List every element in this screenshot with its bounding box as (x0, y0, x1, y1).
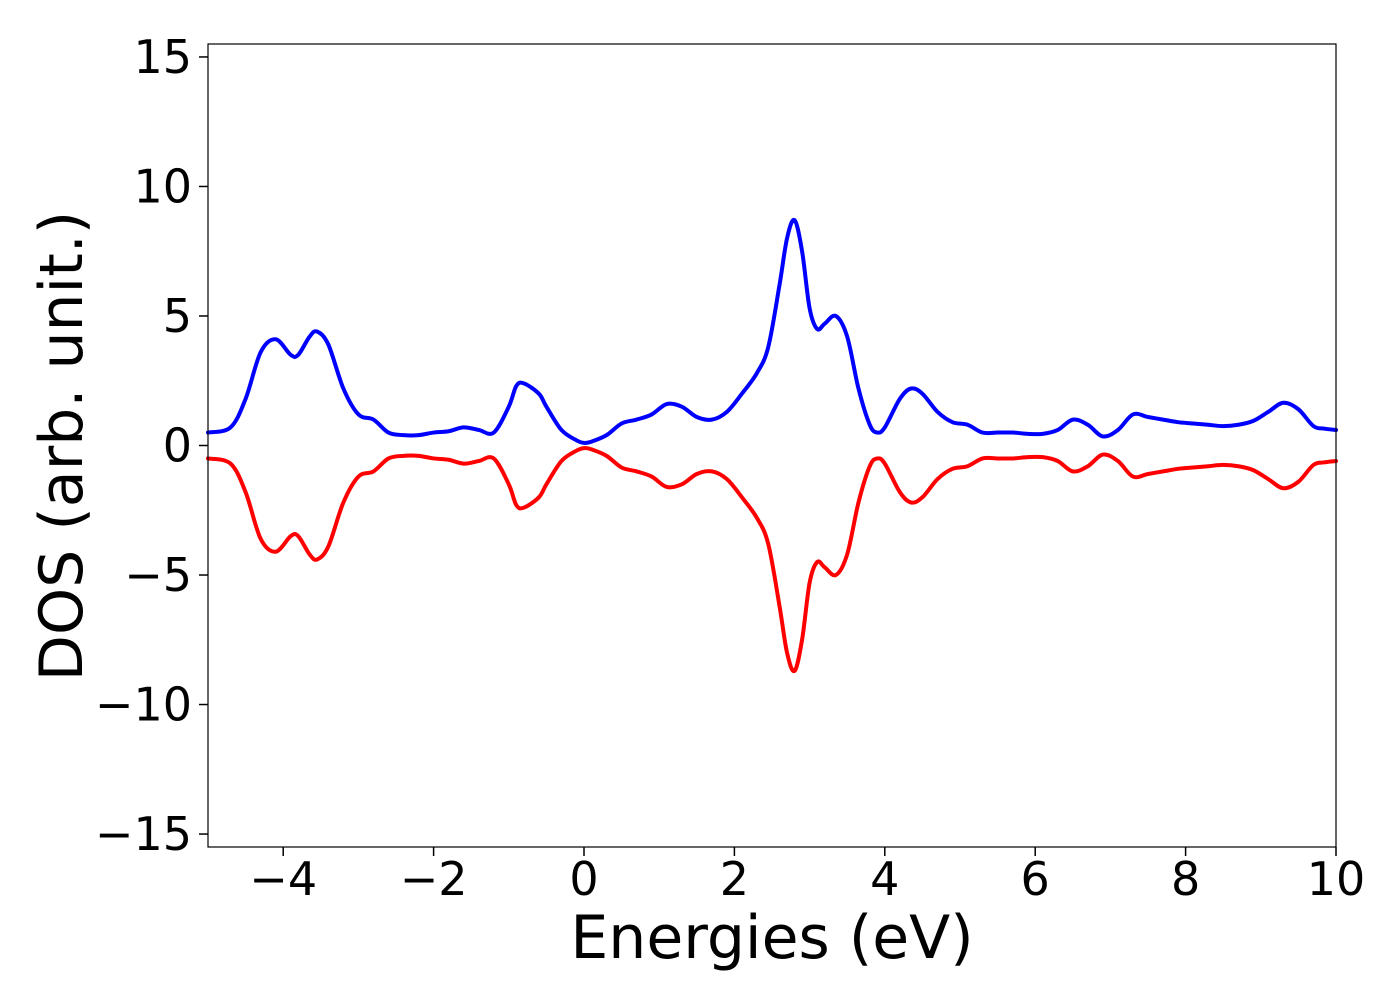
x-tick-label: 2 (720, 852, 749, 906)
y-tick-label: 5 (163, 289, 192, 343)
y-ticks: −15 −10 −5 0 5 10 15 (95, 30, 208, 861)
x-tick-label: 0 (569, 852, 598, 906)
y-axis-title: DOS (arb. unit.) (27, 211, 97, 681)
x-ticks: −4 −2 0 2 4 6 8 10 (249, 847, 1365, 906)
y-tick-label: −15 (95, 807, 192, 861)
plot-frame (207, 43, 1337, 848)
y-tick-label: 15 (133, 30, 192, 84)
y-tick-label: 0 (163, 419, 192, 473)
y-tick-label: −5 (124, 548, 192, 602)
x-tick-label: 10 (1307, 852, 1366, 906)
x-tick-label: −2 (400, 852, 468, 906)
series-line-2 (206, 446, 1338, 674)
series-line-1 (206, 217, 1338, 445)
series-layer (206, 217, 1338, 674)
y-tick-label: −10 (95, 678, 192, 732)
x-tick-label: 8 (1171, 852, 1200, 906)
x-tick-label: 6 (1021, 852, 1050, 906)
y-tick-label: 10 (133, 159, 192, 213)
plot-area (208, 44, 1336, 847)
x-axis-title: Energies (eV) (570, 903, 973, 973)
x-tick-label: 4 (870, 852, 899, 906)
x-tick-label: −4 (249, 852, 317, 906)
